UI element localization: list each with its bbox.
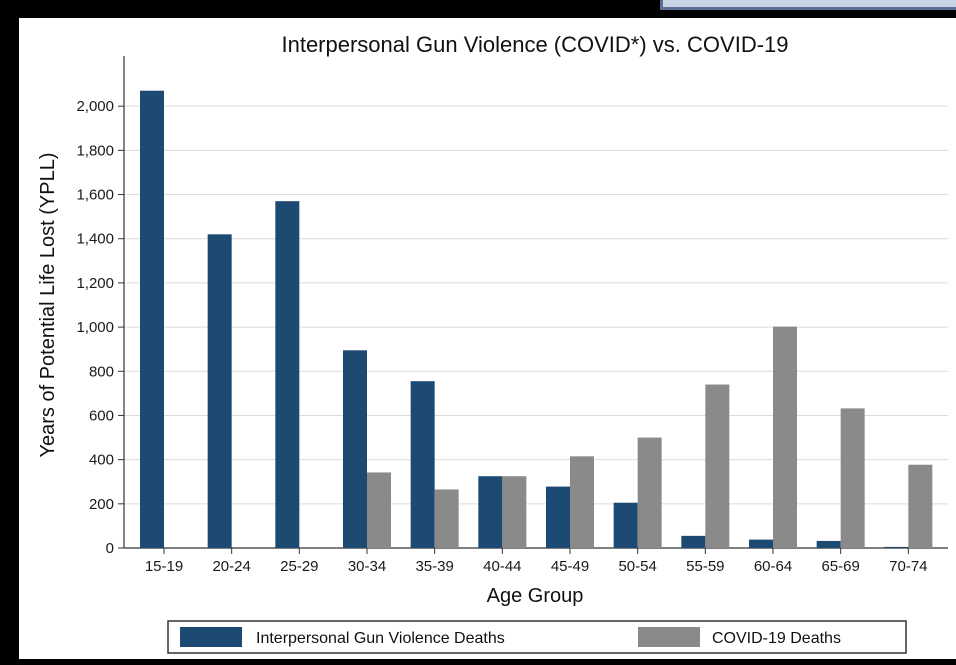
bar-covid	[705, 384, 730, 548]
bar-gun-violence	[410, 381, 435, 548]
x-tick-labels: 15-19 20-24 25-29 30-34 35-39 40-44 45-49 50-54…	[145, 548, 928, 575]
bar-covid	[434, 489, 459, 548]
x-tick-label: 50-54	[618, 558, 656, 575]
x-tick-label: 60-64	[754, 558, 792, 575]
y-tick-label: 0	[106, 540, 114, 557]
legend-label-covid: COVID-19 Deaths	[712, 630, 841, 647]
corner-panel	[660, 0, 956, 10]
bar-gun-violence	[681, 535, 706, 548]
y-tick-label: 1,800	[76, 142, 114, 159]
x-tick-label: 55-59	[686, 558, 724, 575]
x-tick-label: 25-29	[280, 558, 318, 575]
bar-covid	[908, 464, 933, 548]
bar-covid	[502, 476, 527, 548]
bar-covid	[773, 326, 797, 548]
axes	[123, 56, 948, 549]
bar-gun-violence	[343, 350, 367, 548]
x-axis-label: Age Group	[487, 585, 584, 607]
bars	[140, 90, 933, 549]
bar-gun-violence	[884, 546, 909, 548]
bar-covid	[637, 437, 662, 548]
x-tick-label: 15-19	[145, 558, 183, 575]
x-tick-label: 45-49	[551, 558, 589, 575]
y-tick-label: 400	[89, 452, 114, 469]
grid-lines	[124, 105, 948, 505]
y-tick-labels: 0 200 400 600 800 1,000 1,200 1,400 1,600 1,800 2,…	[76, 98, 124, 557]
x-tick-label: 65-69	[821, 558, 859, 575]
legend-label-gun-violence: Interpersonal Gun Violence Deaths	[256, 630, 505, 647]
x-tick-label: 30-34	[348, 558, 386, 575]
bar-gun-violence	[546, 486, 570, 548]
y-axis-label: Years of Potential Life Lost (YPLL)	[37, 153, 59, 458]
bar-gun-violence	[478, 476, 503, 548]
bar-gun-violence	[275, 201, 300, 548]
y-tick-label: 1,200	[76, 275, 114, 292]
y-tick-label: 200	[89, 496, 114, 513]
x-tick-label: 70-74	[889, 558, 927, 575]
legend-swatch-covid	[638, 627, 700, 647]
y-tick-label: 1,000	[76, 319, 114, 336]
bar-covid	[570, 456, 594, 548]
y-tick-label: 800	[89, 363, 114, 380]
y-tick-label: 1,400	[76, 231, 114, 248]
bar-gun-violence	[613, 502, 638, 548]
bar-covid	[840, 408, 865, 548]
bar-gun-violence	[207, 234, 232, 549]
y-tick-label: 1,600	[76, 187, 114, 204]
chart-panel	[19, 18, 956, 659]
x-tick-label: 35-39	[415, 558, 453, 575]
legend: Interpersonal Gun Violence Deaths COVID-…	[167, 620, 907, 654]
legend-swatch-gun-violence	[180, 627, 242, 647]
x-tick-label: 20-24	[212, 558, 250, 575]
legend-box	[167, 620, 907, 654]
x-tick-label: 40-44	[483, 558, 521, 575]
y-tick-label: 2,000	[76, 98, 114, 115]
bar-covid	[367, 472, 391, 548]
bar-gun-violence	[749, 539, 773, 548]
bar-gun-violence	[140, 90, 164, 548]
bar-gun-violence	[816, 540, 841, 548]
chart-title: Interpersonal Gun Violence (COVID*) vs. …	[281, 32, 788, 57]
y-tick-label: 600	[89, 407, 114, 424]
